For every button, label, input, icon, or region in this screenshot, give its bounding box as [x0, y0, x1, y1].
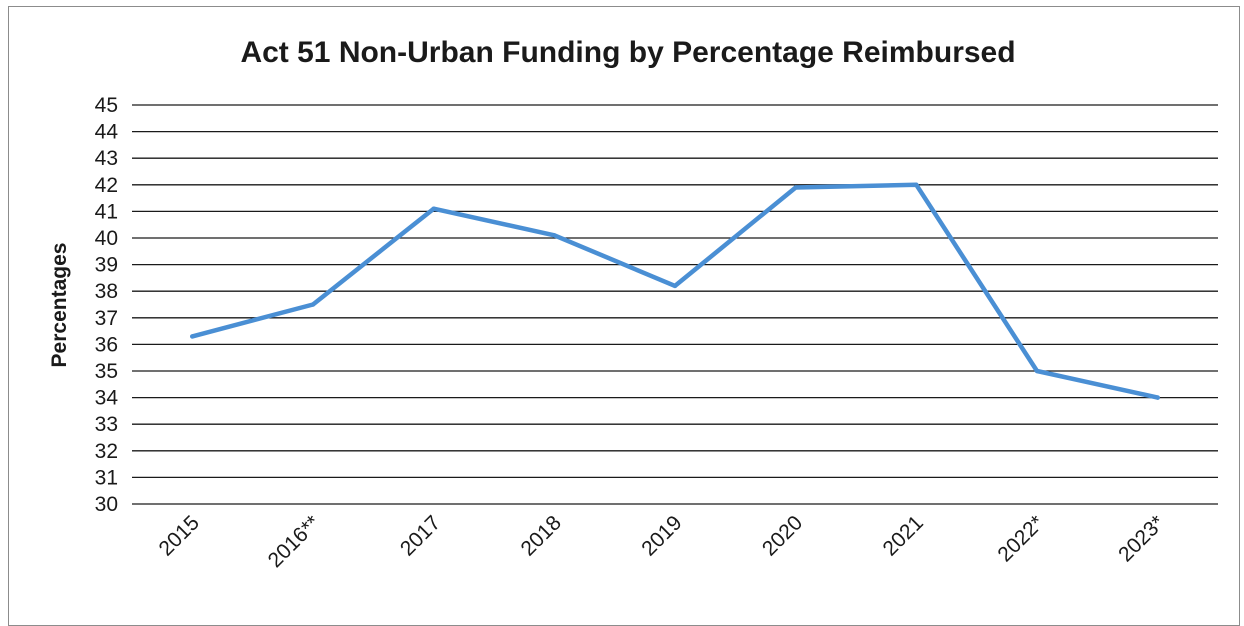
- x-tick-label: 2017: [396, 511, 445, 560]
- y-tick-label: 32: [95, 440, 118, 463]
- data-point: [310, 302, 316, 307]
- chart-title: Act 51 Non-Urban Funding by Percentage R…: [240, 36, 1015, 69]
- x-tick-label: 2015: [155, 511, 204, 560]
- x-tick-label: 2018: [517, 511, 566, 560]
- y-tick-label: 35: [95, 360, 118, 383]
- y-tick-label: 40: [95, 227, 118, 250]
- gridlines: [132, 104, 1218, 505]
- y-tick-label: 36: [95, 333, 118, 356]
- y-tick-label: 37: [95, 307, 118, 330]
- x-axis-ticks: 2015 2016** 2017 2018 2019 2020 2021 2022* 2023*: [155, 511, 1170, 572]
- data-point: [1034, 368, 1040, 374]
- x-tick-label: 2020: [758, 511, 807, 560]
- data-point: [793, 185, 798, 190]
- x-tick-label: 2022*: [993, 511, 1048, 566]
- y-tick-label: 34: [95, 387, 119, 410]
- y-tick-label: 41: [95, 200, 118, 223]
- y-axis-label: Percentages: [48, 243, 71, 368]
- y-tick-label: 30: [95, 493, 118, 516]
- y-tick-label: 45: [95, 94, 118, 117]
- x-tick-label: 2016**: [264, 511, 325, 572]
- data-point: [672, 283, 678, 289]
- x-tick-label: 2021: [879, 511, 928, 560]
- y-axis-ticks: 30 31 32 33 34 35 36 37 38 39 40 41 42 43 44 45: [95, 94, 119, 516]
- y-tick-label: 43: [95, 147, 118, 170]
- y-tick-label: 39: [95, 254, 118, 277]
- y-tick-label: 31: [95, 466, 118, 489]
- data-point: [431, 206, 436, 211]
- y-tick-label: 42: [95, 174, 118, 197]
- y-tick-label: 44: [95, 121, 119, 144]
- x-tick-label: 2023*: [1114, 511, 1169, 566]
- x-tick-label: 2019: [637, 511, 686, 560]
- data-point: [1155, 395, 1160, 400]
- data-point: [914, 182, 919, 187]
- data-point: [552, 233, 557, 238]
- data-point: [190, 334, 195, 339]
- y-tick-label: 38: [95, 280, 118, 303]
- series: [190, 182, 1160, 400]
- y-tick-label: 33: [95, 413, 118, 436]
- chart-frame: [8, 6, 1240, 626]
